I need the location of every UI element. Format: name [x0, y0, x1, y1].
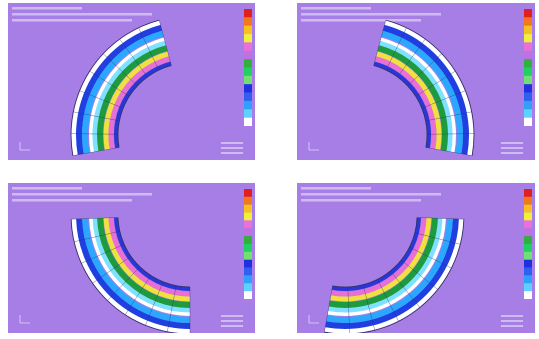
legend-swatch	[244, 34, 252, 42]
footer-line	[501, 325, 523, 327]
legend-swatch	[524, 228, 532, 236]
legend-swatch	[524, 59, 532, 67]
legend-swatch	[244, 93, 252, 101]
legend-swatch	[244, 118, 252, 126]
footer-line	[221, 142, 243, 144]
header-line	[12, 7, 82, 10]
header-line	[12, 13, 152, 16]
legend-swatch	[244, 205, 252, 213]
header-line	[12, 19, 132, 22]
legend-swatch	[524, 205, 532, 213]
header-line	[301, 199, 421, 202]
legend-swatch	[524, 118, 532, 126]
header-line	[12, 193, 152, 196]
header-line	[301, 193, 441, 196]
footer-line	[501, 147, 523, 149]
legend-swatch	[524, 42, 532, 50]
legend-swatch	[524, 93, 532, 101]
legend-swatch	[524, 9, 532, 17]
legend-swatch	[244, 236, 252, 244]
legend-swatch	[244, 101, 252, 109]
legend-swatch	[244, 59, 252, 67]
legend-swatch	[524, 197, 532, 205]
legend-swatch	[244, 275, 252, 283]
legend-swatch	[524, 268, 532, 276]
legend-swatch	[524, 291, 532, 299]
legend-swatch	[524, 260, 532, 268]
legend-swatch	[524, 84, 532, 92]
legend-swatch	[524, 26, 532, 34]
result-panel	[297, 183, 535, 334]
legend-swatch	[244, 189, 252, 197]
header-line	[301, 19, 421, 22]
legend-swatch	[524, 236, 532, 244]
legend-swatch	[244, 252, 252, 260]
header-line	[12, 199, 132, 202]
legend-swatch	[244, 51, 252, 59]
legend-swatch	[244, 9, 252, 17]
legend-swatch	[244, 291, 252, 299]
result-panel	[297, 3, 535, 160]
footer-line	[501, 320, 523, 322]
results-screenshot	[0, 0, 539, 339]
legend-swatch	[244, 68, 252, 76]
legend-swatch	[244, 260, 252, 268]
legend-swatch	[244, 42, 252, 50]
legend-swatch	[244, 17, 252, 25]
legend-swatch	[524, 109, 532, 117]
legend-swatch	[244, 26, 252, 34]
legend-swatch	[244, 268, 252, 276]
legend-swatch	[524, 68, 532, 76]
legend-swatch	[524, 244, 532, 252]
header-line	[12, 187, 82, 190]
legend-swatch	[524, 213, 532, 221]
footer-line	[221, 315, 243, 317]
legend-swatch	[244, 244, 252, 252]
legend-swatch	[244, 76, 252, 84]
header-line	[301, 13, 441, 16]
footer-line	[501, 152, 523, 154]
legend-swatch	[244, 84, 252, 92]
legend-swatch	[244, 228, 252, 236]
footer-line	[501, 142, 523, 144]
legend-swatch	[524, 189, 532, 197]
legend-swatch	[244, 220, 252, 228]
legend-swatch	[524, 51, 532, 59]
legend-swatch	[524, 34, 532, 42]
legend-swatch	[524, 220, 532, 228]
legend-swatch	[524, 252, 532, 260]
footer-line	[221, 320, 243, 322]
legend-swatch	[244, 283, 252, 291]
result-panel	[8, 183, 255, 334]
legend-swatch	[524, 283, 532, 291]
header-line	[301, 7, 371, 10]
footer-line	[221, 147, 243, 149]
legend-swatch	[524, 76, 532, 84]
legend-swatch	[524, 101, 532, 109]
result-panel	[8, 3, 255, 160]
footer-line	[221, 152, 243, 154]
legend-swatch	[244, 213, 252, 221]
legend-swatch	[244, 197, 252, 205]
legend-swatch	[524, 17, 532, 25]
footer-line	[221, 325, 243, 327]
legend-swatch	[524, 275, 532, 283]
footer-line	[501, 315, 523, 317]
header-line	[301, 187, 371, 190]
legend-swatch	[244, 109, 252, 117]
